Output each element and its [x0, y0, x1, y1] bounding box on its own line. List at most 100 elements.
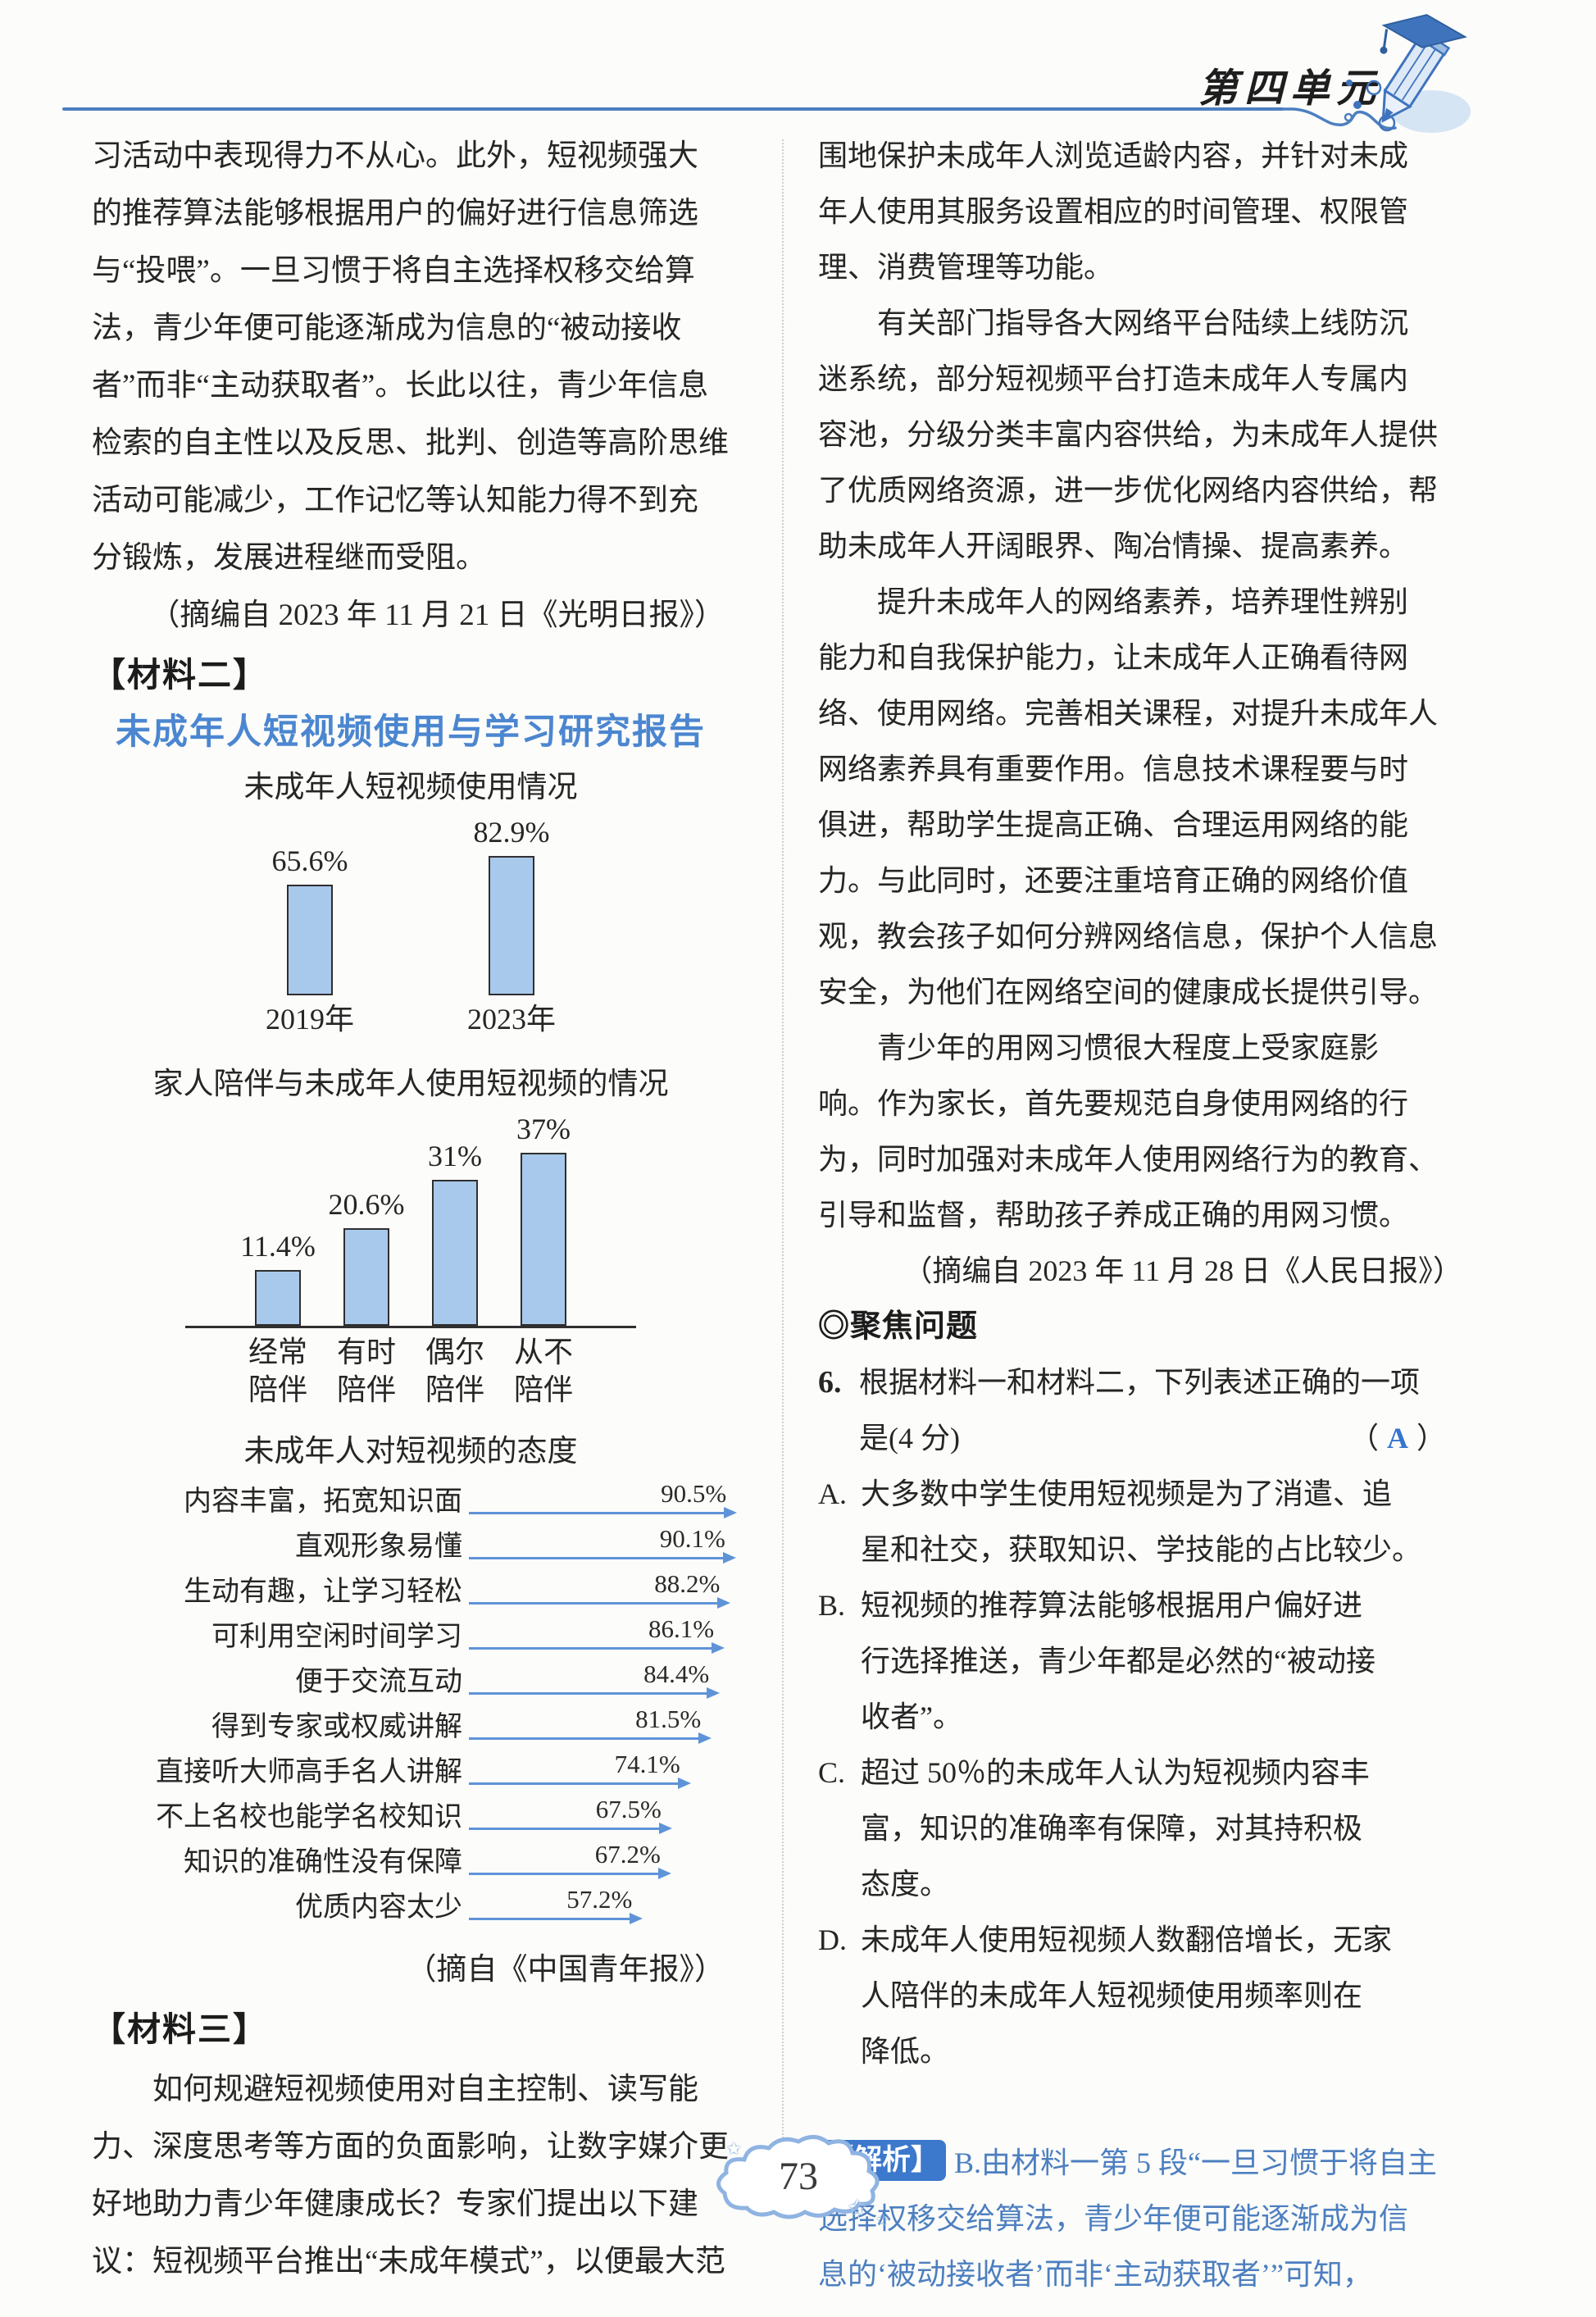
text-line: 力。与此同时，还要注重培育正确的网络价值: [818, 864, 1409, 897]
analysis-first-line: B.由材料一第 5 段“一旦习惯于将自主: [954, 2146, 1438, 2179]
chart-usage-title: 未成年人短视频使用情况: [243, 771, 578, 804]
attitude-label: 便于交流互动: [295, 1666, 462, 1697]
arrow-bar: [469, 1732, 712, 1744]
bar-value-label: 11.4%: [240, 1230, 316, 1263]
attitude-value-label: 90.5%: [661, 1478, 727, 1508]
option-a: A. 大多数中学生使用短视频是为了消遣、追 星和社交，获取知识、学技能的占比较少。: [818, 1466, 1467, 1577]
question-number: 6.: [818, 1365, 842, 1400]
question-6: 6. 根据材料一和材料二，下列表述正确的一项 是(4 分) （A） A. 大多数中…: [818, 1354, 1467, 2079]
text-line: 习活动中表现得力不从心。此外，短视频强大: [92, 139, 698, 173]
bar-value-label: 82.9%: [473, 816, 550, 849]
category-label: 偶尔 陪伴: [425, 1335, 484, 1406]
material2-tag: 【材料二】: [92, 656, 268, 694]
attitude-label: 优质内容太少: [295, 1891, 462, 1923]
arrow-bar: [469, 1551, 736, 1564]
chart-attitude-title: 未成年人对短视频的态度: [243, 1434, 578, 1468]
text-line: 络、使用网络。完善相关课程，对提升未成年人: [818, 697, 1439, 730]
attitude-row: 知识的准确性没有保障 67.2%: [92, 1840, 730, 1885]
text-line: 了优质网络资源，进一步优化网络内容供给，帮: [818, 474, 1439, 507]
bar-value-label: 20.6%: [328, 1187, 405, 1221]
attitude-label: 内容丰富，拓宽知识面: [184, 1486, 462, 1517]
chart-accompany-bars: 11.4% 20.6% 31% 37% 经常 陪伴 有时 陪伴 偶尔 陪伴 从不 陪伴: [92, 1112, 730, 1409]
focus-heading: ◎聚焦问题: [818, 1309, 979, 1344]
text-line: 青少年的用网习惯很大程度上受家庭影: [818, 1031, 1380, 1064]
option-text-line: 大多数中学生使用短视频是为了消遣、追: [861, 1477, 1393, 1510]
text-line: 引导和监督，帮助孩子养成正确的用网习惯。: [818, 1199, 1409, 1231]
column-divider: [782, 139, 784, 2148]
analysis-paragraph: 选择权移交给算法，青少年便可能逐渐成为信 息的‘被动接收者’而非‘主动获取者’”可…: [818, 2191, 1467, 2302]
attitude-label: 生动有趣，让学习轻松: [184, 1576, 462, 1607]
text-line: 迷系统，部分短视频平台打造未成年人专属内: [818, 362, 1409, 395]
star-icon: ✩: [875, 2211, 889, 2229]
category-label: 从不 陪伴: [513, 1335, 573, 1406]
answer-brackets: （A）: [1348, 1422, 1454, 1454]
attitude-row: 便于交流互动 84.4%: [92, 1659, 730, 1705]
option-label: D.: [818, 1923, 847, 1956]
material2-continued-paragraph: 围地保护未成年人浏览适龄内容，并针对未成 年人使用其服务设置相应的时间管理、权限管…: [818, 128, 1467, 1243]
chart-attitude-rows: 内容丰富，拓宽知识面 90.5% 直观形象易懂 90.1% 生动有趣，让学习轻松 88.2…: [92, 1478, 738, 1930]
bar: [255, 1270, 301, 1326]
report-title: 未成年人短视频使用与学习研究报告: [116, 712, 706, 752]
page-number-cloud-badge: 73 ✩ ✩ ✩: [716, 2135, 889, 2229]
bar: [432, 1180, 478, 1326]
attitude-row: 得到专家或权威讲解 81.5%: [92, 1705, 730, 1750]
question-text-line: 是(4 分): [859, 1422, 960, 1454]
header-squiggle: [1279, 107, 1397, 130]
attitude-value-label: 88.2%: [654, 1568, 721, 1598]
text-line: 有关部门指导各大网络平台陆续上线防沉: [818, 307, 1409, 339]
text-line: 能力和自我保护能力，让未成年人正确看待网: [818, 641, 1409, 674]
category-label: 2023年: [466, 1002, 556, 1036]
text-line: 年人使用其服务设置相应的时间管理、权限管: [818, 195, 1409, 228]
text-line: 息的‘被动接收者’而非‘主动获取者’”可知，: [818, 2258, 1372, 2291]
attitude-row: 优质内容太少 57.2%: [92, 1885, 730, 1930]
text-line: 好地助力青少年健康成长？专家们提出以下建: [92, 2187, 698, 2221]
material2-source: （摘编自 2023 年 11 月 28 日《人民日报》）: [903, 1254, 1462, 1287]
attitude-value-label: 57.2%: [566, 1884, 633, 1914]
text-line: 分锻炼，发展进程继而受阻。: [92, 541, 486, 575]
option-b: B. 短视频的推荐算法能够根据用户偏好进 行选择推送，青少年都是必然的“被动接 收者”…: [818, 1577, 1467, 1745]
attitude-row: 直接听大师高手名人讲解 74.1%: [92, 1750, 730, 1795]
attitude-label: 直接听大师高手名人讲解: [156, 1756, 462, 1787]
text-line: 检索的自主性以及反思、批判、创造等高阶思维: [92, 426, 729, 460]
attitude-value-label: 67.2%: [594, 1839, 661, 1869]
star-icon: ✩: [848, 2196, 866, 2221]
page-number: 73: [779, 2155, 818, 2198]
chart-usage-bars: 65.6% 82.9% 2019年 2023年: [92, 815, 730, 1038]
option-text-line: 未成年人使用短视频人数翻倍增长，无家: [861, 1923, 1393, 1956]
chart-source: （摘自《中国青年报》）: [406, 1952, 725, 1987]
option-text-line: 降低。: [861, 2035, 950, 2068]
unit-title: 第四单元: [1198, 67, 1383, 111]
option-text-line: 人陪伴的未成年人短视频使用频率则在: [861, 1979, 1363, 2012]
text-line: 响。作为家长，首先要规范自身使用网络的行: [818, 1087, 1409, 1120]
attitude-label: 直观形象易懂: [295, 1531, 462, 1562]
material3-tag: 【材料三】: [92, 2010, 268, 2048]
text-line: 与“投喂”。一旦习惯于将自主选择权移交给算: [92, 254, 695, 288]
options-list: A. 大多数中学生使用短视频是为了消遣、追 星和社交，获取知识、学技能的占比较少。 B…: [818, 1466, 1467, 2079]
attitude-value-label: 84.4%: [643, 1659, 710, 1688]
option-text-line: 超过 50％的未成年人认为短视频内容丰: [861, 1756, 1371, 1789]
option-label: C.: [818, 1756, 846, 1789]
bar: [521, 1152, 566, 1326]
material1-paragraph: 习活动中表现得力不从心。此外，短视频强大 的推荐算法能够根据用户的偏好进行信息筛选…: [92, 128, 730, 587]
bar: [489, 856, 534, 995]
material1-source: （摘编自 2023 年 11 月 21 日《光明日报》）: [149, 599, 725, 632]
category-label: 经常 陪伴: [248, 1335, 307, 1406]
arrow-bar: [469, 1822, 672, 1834]
text-line: 议：短视频平台推出“未成年模式”，以便最大范: [92, 2244, 725, 2278]
option-d: D. 未成年人使用短视频人数翻倍增长，无家 人陪伴的未成年人短视频使用频率则在 降低。: [818, 1912, 1467, 2079]
text-line: 者”而非“主动获取者”。长此以往，青少年信息: [92, 369, 709, 403]
attitude-row: 内容丰富，拓宽知识面 90.5%: [92, 1478, 738, 1524]
chart-accompany-title: 家人陪伴与未成年人使用短视频的情况: [152, 1067, 669, 1101]
text-line: 容池，分级分类丰富内容供给，为未成年人提供: [818, 418, 1439, 451]
arrow-bar: [469, 1687, 721, 1699]
arrow-bar: [469, 1506, 738, 1518]
option-text-line: 星和社交，获取知识、学技能的占比较少。: [861, 1533, 1422, 1566]
text-line: 围地保护未成年人浏览适龄内容，并针对未成: [818, 139, 1409, 172]
option-text-line: 行选择推送，青少年都是必然的“被动接: [861, 1645, 1375, 1677]
arrow-bar: [469, 1777, 691, 1789]
analysis-block: 【解析】 B.由材料一第 5 段“一旦习惯于将自主 选择权移交给算法，青少年便可能…: [818, 2079, 1467, 2302]
option-text-line: 短视频的推荐算法能够根据用户偏好进: [861, 1589, 1363, 1622]
arrow-bar: [469, 1912, 643, 1924]
left-column: 习活动中表现得力不从心。此外，短视频强大 的推荐算法能够根据用户的偏好进行信息筛选…: [92, 128, 738, 2291]
text-line: 俱进，帮助学生提高正确、合理运用网络的能: [818, 808, 1409, 841]
